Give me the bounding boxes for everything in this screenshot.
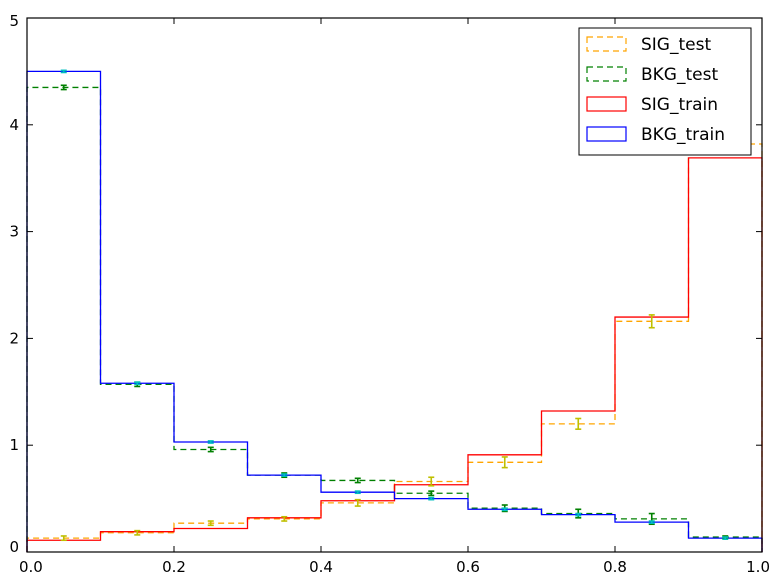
error-bar-sig-test-1: [134, 529, 141, 536]
x-tick-label-4: 0.8: [603, 558, 627, 576]
legend-box: [578, 27, 752, 156]
legend-label-bkg-train: BKG_train: [641, 125, 725, 145]
legend-swatch-sig-train: [586, 96, 627, 112]
error-bar-layer: [60, 69, 729, 542]
error-bar-bkg-train-0: [60, 69, 67, 74]
error-bar-bkg-train-8: [648, 520, 655, 524]
error-bar-bkg-train-7: [575, 512, 582, 517]
y-tick-label-0: 0: [9, 538, 19, 556]
error-bar-bkg-train-3: [281, 473, 288, 477]
error-bar-sig-test-7: [575, 417, 582, 430]
error-bar-sig-test-5: [428, 476, 435, 487]
y-tick-label-4: 4: [9, 116, 19, 134]
error-bar-bkg-train-5: [428, 496, 435, 501]
error-bar-bkg-train-1: [134, 381, 141, 386]
plot-frame: [26, 17, 763, 553]
legend: SIG_test BKG_test SIG_train BKG_train: [578, 27, 752, 156]
error-bar-bkg-train-6: [501, 507, 508, 512]
error-bar-bkg-test-0: [60, 84, 67, 91]
legend-swatch-bkg-train: [586, 126, 627, 142]
error-bar-bkg-train-2: [207, 440, 214, 444]
x-tick-label-1: 0.2: [162, 558, 186, 576]
x-tick-label-3: 0.6: [456, 558, 480, 576]
error-bar-bkg-test-2: [207, 446, 214, 453]
y-tick-label-5: 5: [9, 12, 19, 30]
y-tick-label-1: 1: [9, 436, 19, 454]
legend-swatch-sig-test: [586, 36, 627, 52]
x-tick-label-2: 0.4: [309, 558, 333, 576]
legend-swatch-bkg-test: [586, 66, 627, 82]
error-bar-bkg-train-9: [722, 536, 729, 540]
error-bar-sig-test-3: [281, 515, 288, 522]
x-tick-label-0: 0.0: [19, 558, 43, 576]
legend-label-sig-test: SIG_test: [641, 35, 711, 55]
tick-layer: 0.0 0.2 0.4 0.6 0.8 1.0 0 1 2 3 4 5: [9, 12, 770, 576]
error-bar-sig-test-2: [207, 520, 214, 527]
error-bar-bkg-test-5: [428, 490, 435, 497]
error-bar-sig-test-0: [60, 535, 67, 542]
y-tick-label-3: 3: [9, 223, 19, 241]
x-tick-label-5: 1.0: [746, 558, 770, 576]
legend-label-bkg-test: BKG_test: [641, 65, 718, 85]
error-bar-sig-test-8: [648, 314, 655, 329]
error-bar-bkg-train-4: [354, 490, 361, 495]
y-tick-label-2: 2: [9, 329, 19, 347]
error-bar-bkg-test-4: [354, 477, 361, 484]
error-bar-sig-test-4: [354, 498, 361, 507]
legend-label-sig-train: SIG_train: [641, 95, 718, 115]
error-bar-sig-test-6: [501, 456, 508, 469]
